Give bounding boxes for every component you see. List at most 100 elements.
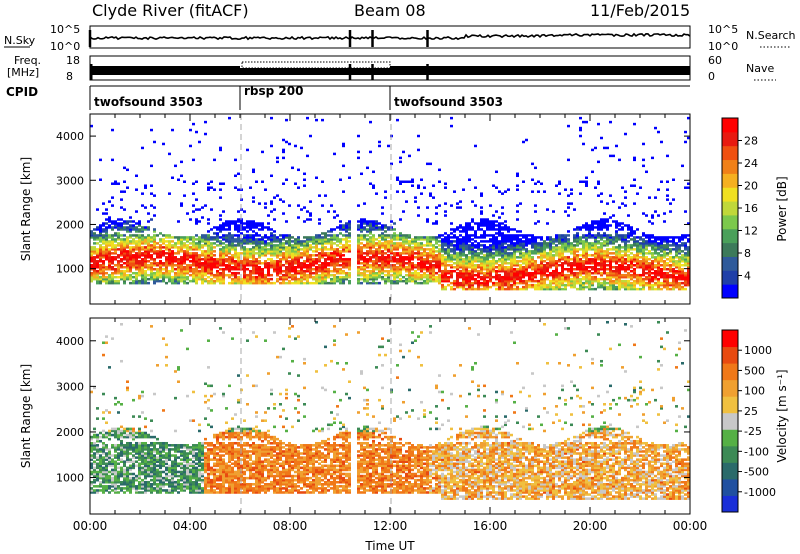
power-cell [519, 244, 522, 247]
power-cell [375, 267, 378, 271]
power-cell [675, 236, 678, 239]
power-cell [90, 234, 93, 237]
power-cell [609, 240, 612, 243]
power-cell [531, 250, 534, 253]
power-cell [105, 250, 108, 253]
power-cell [585, 236, 588, 239]
power-cell [504, 281, 507, 285]
power-cell [246, 240, 249, 243]
power-cell [96, 254, 99, 257]
power-cell [645, 214, 648, 217]
power-cell [147, 256, 150, 259]
power-cell [633, 122, 636, 126]
power-cell [654, 269, 657, 273]
power-cell [363, 218, 366, 221]
power-cell [426, 260, 429, 263]
power-cell [210, 252, 213, 255]
power-cell [360, 238, 363, 241]
power-cell [474, 281, 477, 285]
power-cell [261, 279, 264, 283]
power-cell [123, 242, 126, 245]
power-cell [357, 273, 360, 277]
power-cell [441, 285, 444, 289]
power-cell [570, 281, 573, 285]
power-cell [117, 244, 120, 247]
power-cell [645, 281, 648, 285]
power-cell [516, 244, 519, 247]
power-cell [630, 248, 633, 251]
power-cell [519, 275, 522, 279]
power-cell [90, 252, 93, 255]
power-cell [294, 262, 297, 265]
power-cell [480, 271, 483, 275]
power-cell [444, 202, 447, 205]
power-cell [444, 252, 447, 255]
power-cell [258, 275, 261, 279]
power-cell [300, 273, 303, 277]
power-cell [105, 228, 108, 231]
power-cell [369, 236, 372, 239]
power-cell [219, 271, 222, 275]
power-cell [171, 250, 174, 253]
power-cell [486, 254, 489, 257]
power-cell [324, 277, 327, 281]
power-cell [300, 269, 303, 273]
power-cell [147, 248, 150, 251]
power-cell [300, 242, 303, 245]
power-cell [414, 256, 417, 259]
power-cell [342, 262, 345, 265]
power-cell [522, 285, 525, 289]
power-cell [120, 275, 123, 279]
power-cell [639, 275, 642, 279]
power-cell [381, 269, 384, 273]
power-cell [168, 236, 171, 239]
power-cell [576, 254, 579, 257]
power-cell [594, 226, 597, 229]
power-cell [96, 208, 99, 211]
power-cell [609, 285, 612, 289]
power-cell [558, 283, 561, 287]
power-cell [117, 226, 120, 229]
power-cell [117, 224, 120, 227]
power-cell [141, 258, 144, 261]
power-cell [426, 262, 429, 265]
power-cell [147, 244, 150, 247]
power-cell [663, 240, 666, 243]
power-cell [594, 186, 597, 189]
power-cell [582, 236, 585, 239]
power-cell [606, 202, 609, 205]
power-cell [672, 281, 675, 285]
power-cell [576, 258, 579, 261]
power-cell [129, 242, 132, 245]
power-cell [321, 254, 324, 257]
power-cell [459, 256, 462, 259]
power-cell [249, 262, 252, 265]
power-cell [456, 242, 459, 245]
power-cell [648, 283, 651, 287]
power-cell [222, 238, 225, 241]
power-cell [675, 248, 678, 251]
power-cell [567, 202, 570, 205]
power-cell [159, 238, 162, 241]
power-cell [507, 266, 510, 269]
power-cell [405, 242, 408, 245]
power-cell [357, 262, 360, 265]
power-cell [570, 273, 573, 277]
power-cell [495, 170, 498, 174]
power-cell [582, 240, 585, 243]
power-cell [654, 273, 657, 277]
power-cell [495, 287, 498, 291]
power-cell [219, 277, 222, 281]
power-cell [153, 244, 156, 247]
power-cell [369, 244, 372, 247]
power-cell [231, 238, 234, 241]
power-cell [489, 267, 492, 271]
power-cell [306, 267, 309, 271]
freq-series-bar [390, 66, 690, 75]
power-cell [366, 246, 369, 249]
power-cell [624, 269, 627, 273]
power-cell [579, 192, 582, 195]
power-cell [240, 260, 243, 263]
power-cell [561, 250, 564, 253]
power-cell [126, 186, 129, 189]
